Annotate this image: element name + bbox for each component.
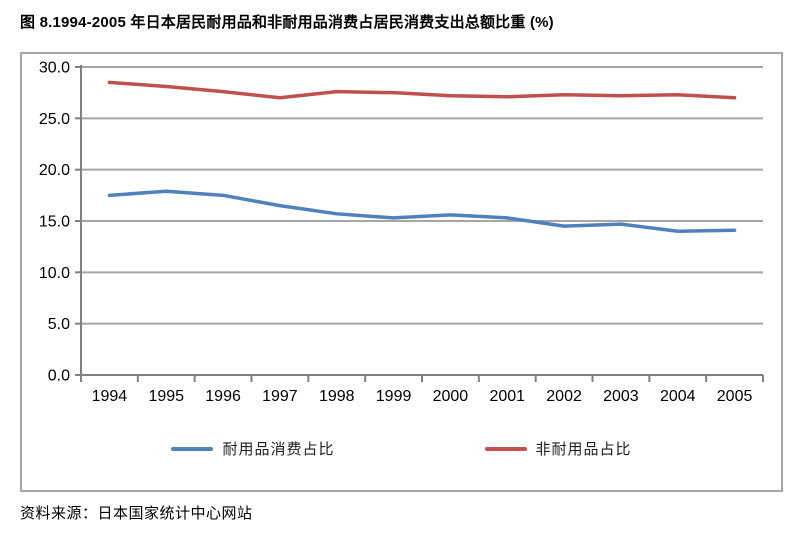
legend-label: 耐用品消费占比 xyxy=(222,441,335,458)
chart-title: 图 8.1994-2005 年日本居民耐用品和非耐用品消费占居民消费支出总额比重… xyxy=(20,14,554,31)
x-tick-label: 2001 xyxy=(489,388,525,405)
x-tick-label: 1998 xyxy=(319,388,355,405)
legend-item-non-durable-goods: 非耐用品占比 xyxy=(484,438,632,459)
x-tick-label: 1995 xyxy=(148,388,184,405)
legend-item-durable-goods: 耐用品消费占比 xyxy=(171,438,334,459)
y-tick-label: 10.0 xyxy=(39,265,70,282)
source-note: 资料来源：日本国家统计中心网站 xyxy=(20,505,253,522)
y-tick-label: 25.0 xyxy=(39,111,70,128)
y-tick-label: 30.0 xyxy=(39,60,70,77)
x-tick-label: 1996 xyxy=(205,388,241,405)
x-tick-label: 1999 xyxy=(376,388,412,405)
x-tick-label: 2000 xyxy=(433,388,469,405)
x-tick-label: 1997 xyxy=(262,388,298,405)
x-tick-label: 2003 xyxy=(603,388,639,405)
x-tick-label: 2005 xyxy=(717,388,753,405)
durable-goods-series-line xyxy=(107,189,737,234)
x-tick-label: 2002 xyxy=(546,388,582,405)
chart-legend: 耐用品消费占比 非耐用品占比 xyxy=(22,438,781,459)
x-tick-label: 1994 xyxy=(92,388,128,405)
y-tick-label: 15.0 xyxy=(39,214,70,231)
chart-frame: 0.0 5.0 10.0 15.0 20.0 25.0 30.0 1994 1995 1996 19… xyxy=(20,52,783,492)
y-tick-label: 5.0 xyxy=(48,316,70,333)
non-durable-goods-series-line xyxy=(107,80,737,100)
x-tick-label: 2004 xyxy=(660,388,696,405)
line-chart-plot-area: 0.0 5.0 10.0 15.0 20.0 25.0 30.0 1994 1995 1996 19… xyxy=(39,60,764,405)
legend-label: 非耐用品占比 xyxy=(535,441,632,458)
legend-line-swatch xyxy=(171,446,214,451)
legend-line-swatch xyxy=(484,446,527,451)
y-tick-label: 0.0 xyxy=(48,368,70,385)
y-tick-label: 20.0 xyxy=(39,162,70,179)
